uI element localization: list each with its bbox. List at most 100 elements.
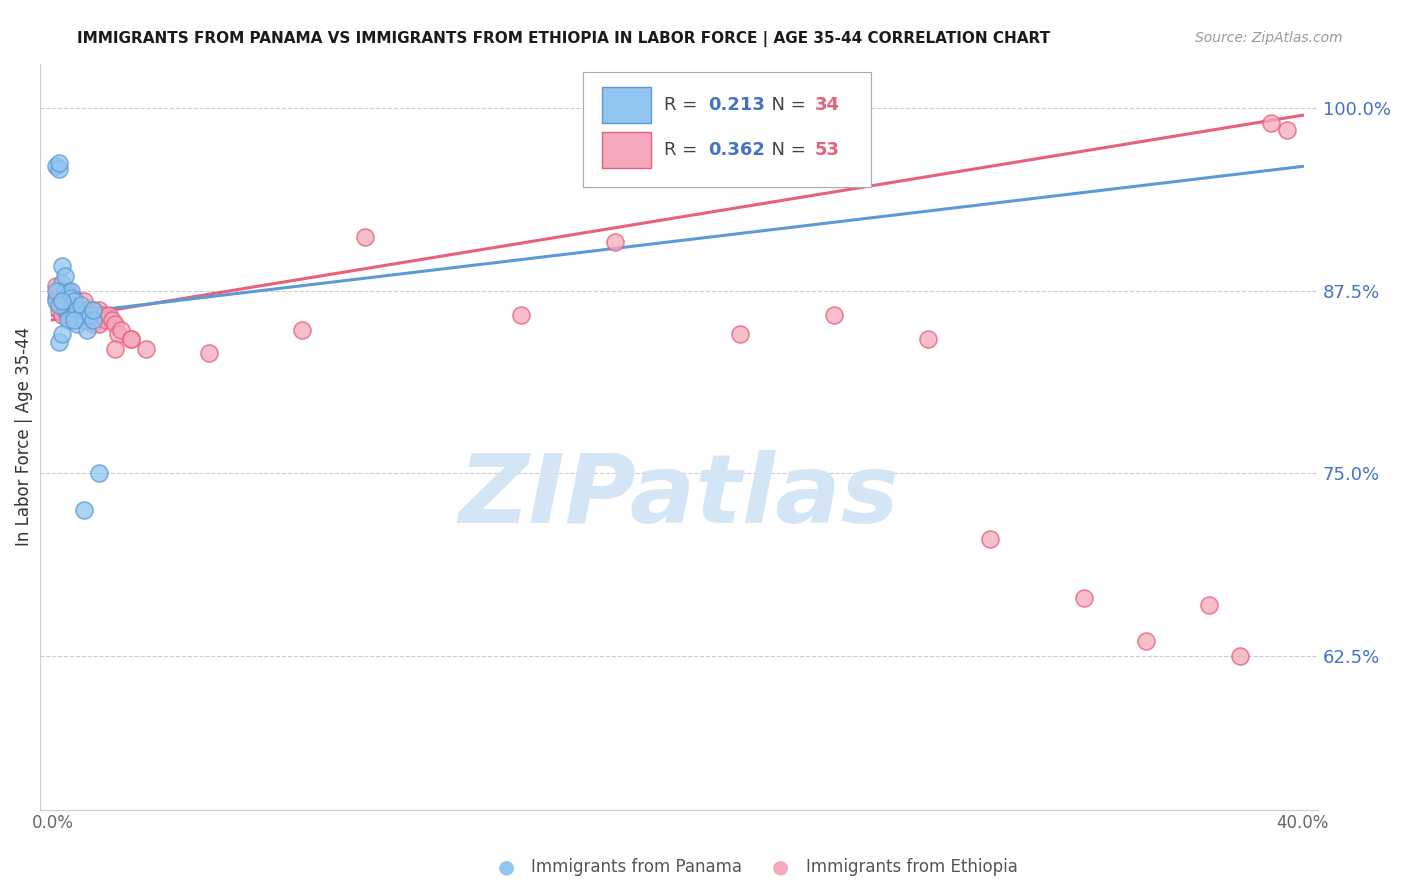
Point	[53, 291, 76, 305]
Point	[60, 284, 83, 298]
FancyBboxPatch shape	[583, 71, 870, 187]
Point	[45, 279, 67, 293]
Point	[107, 327, 129, 342]
Point	[48, 156, 70, 170]
Point	[53, 284, 76, 298]
Point	[94, 313, 117, 327]
Text: ●: ●	[498, 857, 515, 877]
Point	[89, 302, 111, 317]
Point	[51, 293, 73, 308]
Point	[291, 323, 314, 337]
Point	[48, 298, 70, 312]
Point	[63, 302, 86, 317]
Text: 0.362: 0.362	[709, 141, 765, 159]
Point	[76, 323, 98, 337]
Point	[82, 302, 104, 317]
Point	[510, 309, 533, 323]
Point	[1198, 598, 1220, 612]
Point	[823, 309, 845, 323]
Point	[101, 313, 124, 327]
Point	[79, 309, 101, 323]
Point	[48, 162, 70, 177]
Text: N =: N =	[759, 96, 811, 114]
Point	[1135, 634, 1157, 648]
Point	[79, 309, 101, 323]
FancyBboxPatch shape	[602, 132, 651, 168]
Point	[69, 302, 91, 317]
Point	[82, 313, 104, 327]
Point	[63, 293, 86, 308]
Point	[45, 160, 67, 174]
Point	[1229, 648, 1251, 663]
Point	[135, 342, 157, 356]
Text: N =: N =	[759, 141, 811, 159]
Point	[53, 288, 76, 302]
Point	[97, 309, 120, 323]
Text: 0.213: 0.213	[709, 96, 765, 114]
Point	[45, 284, 67, 298]
Point	[73, 293, 96, 308]
Point	[66, 309, 89, 323]
Point	[979, 532, 1001, 546]
Point	[104, 318, 127, 332]
Text: IMMIGRANTS FROM PANAMA VS IMMIGRANTS FROM ETHIOPIA IN LABOR FORCE | AGE 35-44 CO: IMMIGRANTS FROM PANAMA VS IMMIGRANTS FRO…	[77, 31, 1050, 47]
Point	[51, 327, 73, 342]
Point	[63, 313, 86, 327]
Text: R =: R =	[664, 141, 703, 159]
Point	[51, 259, 73, 273]
Point	[60, 291, 83, 305]
Text: 34: 34	[814, 96, 839, 114]
Point	[56, 313, 79, 327]
Point	[53, 302, 76, 317]
Point	[56, 302, 79, 317]
Point	[73, 313, 96, 327]
Y-axis label: In Labor Force | Age 35-44: In Labor Force | Age 35-44	[15, 327, 32, 547]
Text: Source: ZipAtlas.com: Source: ZipAtlas.com	[1195, 31, 1343, 45]
FancyBboxPatch shape	[602, 87, 651, 123]
Point	[48, 284, 70, 298]
Text: ZIPatlas: ZIPatlas	[458, 450, 900, 543]
Point	[66, 318, 89, 332]
Point	[120, 332, 142, 346]
Point	[84, 309, 107, 323]
Point	[51, 291, 73, 305]
Point	[53, 268, 76, 283]
Point	[45, 291, 67, 305]
Point	[73, 309, 96, 323]
Point	[354, 229, 377, 244]
Text: Immigrants from Ethiopia: Immigrants from Ethiopia	[806, 858, 1018, 876]
Point	[69, 309, 91, 323]
Point	[51, 309, 73, 323]
Text: R =: R =	[664, 96, 703, 114]
Point	[45, 293, 67, 308]
Point	[1260, 115, 1282, 129]
Point	[51, 277, 73, 291]
Point	[91, 309, 114, 323]
Point	[63, 309, 86, 323]
Point	[56, 309, 79, 323]
Point	[89, 318, 111, 332]
Point	[66, 302, 89, 317]
Point	[56, 288, 79, 302]
Point	[76, 302, 98, 317]
Point	[104, 342, 127, 356]
Text: Immigrants from Panama: Immigrants from Panama	[531, 858, 742, 876]
Point	[76, 313, 98, 327]
Point	[69, 298, 91, 312]
Point	[917, 332, 939, 346]
Point	[48, 302, 70, 317]
Point	[197, 346, 219, 360]
Point	[56, 293, 79, 308]
Text: ●: ●	[772, 857, 789, 877]
Point	[73, 503, 96, 517]
Point	[48, 334, 70, 349]
Point	[110, 323, 132, 337]
Point	[56, 284, 79, 298]
Point	[603, 235, 626, 250]
Point	[1073, 591, 1095, 605]
Point	[82, 318, 104, 332]
Point	[1275, 123, 1298, 137]
Point	[120, 332, 142, 346]
Point	[63, 291, 86, 305]
Text: 53: 53	[814, 141, 839, 159]
